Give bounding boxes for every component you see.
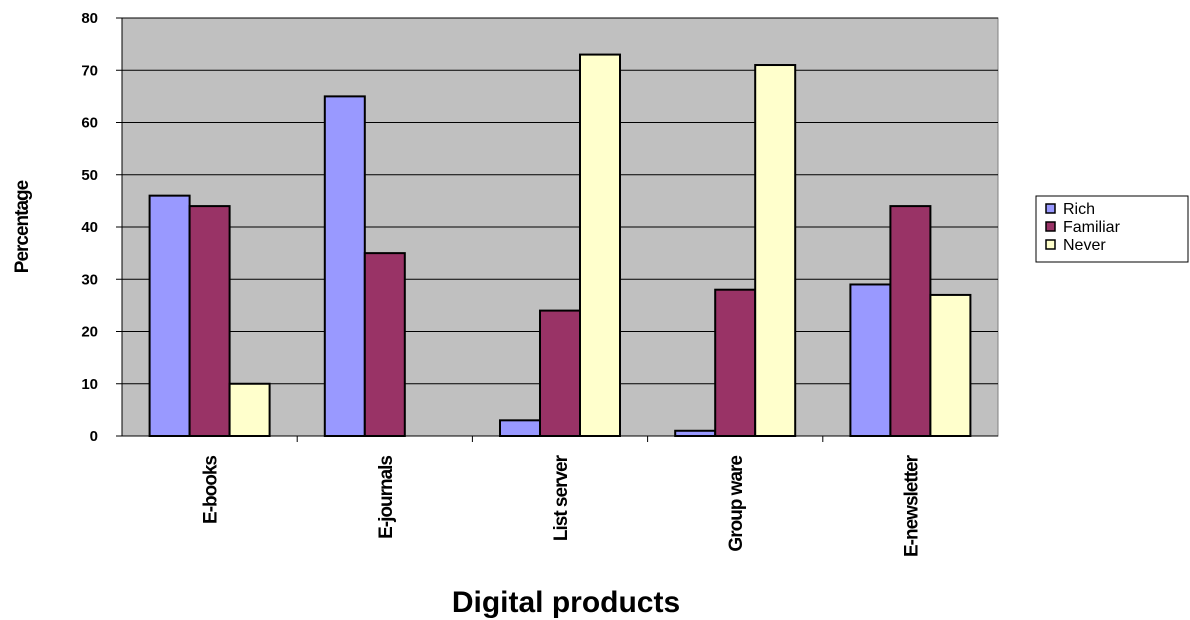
y-tick-label: 40 bbox=[81, 219, 98, 236]
bar-never-e-newsletter bbox=[929, 293, 972, 437]
bar-rich-e-books bbox=[148, 194, 191, 437]
legend-label: Familiar bbox=[1063, 219, 1121, 236]
bar-never-list-server bbox=[579, 53, 621, 437]
bar-rich-list-server bbox=[499, 419, 541, 438]
bar-rich-e-newsletter bbox=[849, 283, 892, 437]
bar-rich-group-ware bbox=[674, 429, 717, 437]
x-axis-title: Digital products bbox=[452, 586, 680, 619]
legend-swatch bbox=[1045, 239, 1056, 250]
bar-never-e-books bbox=[228, 382, 271, 437]
bar-familiar-list-server bbox=[539, 309, 581, 438]
y-tick-label: 30 bbox=[81, 271, 98, 288]
bar-familiar-e-journals bbox=[363, 252, 406, 437]
x-tick-label: E-newsletter bbox=[901, 454, 922, 557]
y-tick-label: 10 bbox=[81, 376, 98, 393]
bar-familiar-group-ware bbox=[714, 288, 757, 438]
y-axis-title: Percentage bbox=[12, 180, 33, 273]
legend-swatch bbox=[1045, 221, 1056, 232]
legend-swatch bbox=[1045, 203, 1056, 214]
legend-label: Never bbox=[1063, 237, 1106, 254]
y-tick-label: 50 bbox=[81, 167, 98, 184]
legend-label: Rich bbox=[1063, 201, 1095, 218]
y-tick-label: 70 bbox=[81, 62, 98, 79]
x-tick-label: E-journals bbox=[376, 456, 397, 539]
x-tick-label: Group ware bbox=[726, 456, 747, 552]
y-tick-label: 20 bbox=[81, 324, 98, 341]
bar-never-group-ware bbox=[754, 64, 797, 438]
bar-familiar-e-books bbox=[188, 205, 231, 437]
bar-rich-e-journals bbox=[323, 95, 366, 437]
y-tick-label: 60 bbox=[81, 115, 98, 132]
x-tick-label: List server bbox=[551, 454, 572, 541]
legend bbox=[1035, 195, 1189, 263]
x-tick-label: E-books bbox=[201, 456, 222, 524]
y-tick-label: 0 bbox=[90, 428, 98, 445]
bar-familiar-e-newsletter bbox=[889, 205, 932, 437]
y-tick-label: 80 bbox=[81, 10, 98, 27]
